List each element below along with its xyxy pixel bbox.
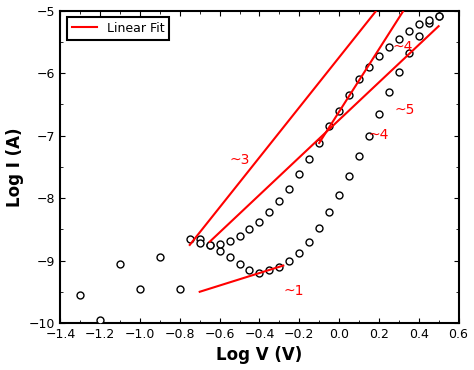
- Text: ~4: ~4: [369, 128, 389, 142]
- Text: ~5: ~5: [395, 102, 415, 117]
- Text: ~3: ~3: [229, 153, 250, 166]
- Text: ~1: ~1: [283, 284, 304, 298]
- Legend: Linear Fit: Linear Fit: [67, 17, 169, 40]
- Y-axis label: Log I (A): Log I (A): [6, 127, 24, 206]
- Text: ~4: ~4: [393, 40, 413, 54]
- X-axis label: Log V (V): Log V (V): [216, 346, 302, 364]
